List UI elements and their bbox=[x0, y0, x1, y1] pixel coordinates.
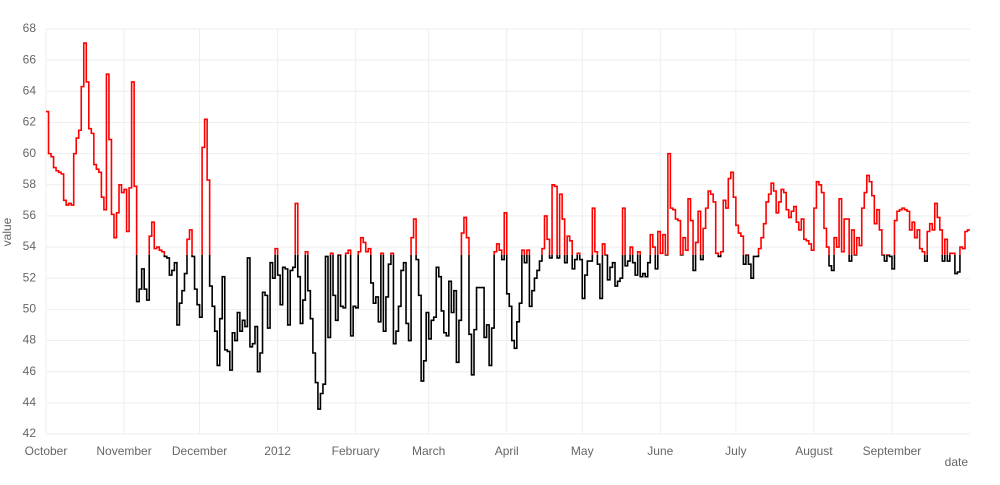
series bbox=[46, 42, 970, 410]
x-tick-label: July bbox=[725, 444, 746, 458]
y-tick-label: 48 bbox=[23, 333, 37, 347]
line-above-threshold bbox=[46, 42, 970, 255]
x-tick-label: 2012 bbox=[264, 444, 291, 458]
y-tick-label: 42 bbox=[23, 426, 37, 440]
y-tick-label: 56 bbox=[23, 208, 37, 222]
grid bbox=[45, 28, 970, 435]
x-tick-label: November bbox=[96, 444, 151, 458]
y-axis-label: value bbox=[0, 217, 14, 246]
y-tick-label: 60 bbox=[23, 146, 37, 160]
x-tick-label: February bbox=[332, 444, 380, 458]
x-tick-label: June bbox=[647, 444, 673, 458]
x-tick-label: August bbox=[795, 444, 833, 458]
x-tick-label: April bbox=[495, 444, 519, 458]
y-tick-label: 44 bbox=[23, 395, 37, 409]
y-tick-label: 50 bbox=[23, 302, 37, 316]
y-tick-label: 66 bbox=[23, 52, 37, 66]
x-tick-label: March bbox=[412, 444, 445, 458]
x-axis-label: date bbox=[945, 455, 969, 469]
x-tick-label: December bbox=[172, 444, 227, 458]
y-tick-label: 46 bbox=[23, 364, 37, 378]
y-tick-label: 54 bbox=[23, 239, 37, 253]
y-tick-label: 68 bbox=[23, 21, 37, 35]
y-tick-label: 52 bbox=[23, 270, 37, 284]
y-tick-label: 64 bbox=[23, 83, 37, 97]
y-tick-label: 58 bbox=[23, 177, 37, 191]
y-tick-label: 62 bbox=[23, 115, 37, 129]
x-tick-label: September bbox=[863, 444, 922, 458]
x-tick-label: May bbox=[571, 444, 594, 458]
x-tick-label: October bbox=[25, 444, 68, 458]
line-below-threshold bbox=[135, 254, 961, 410]
